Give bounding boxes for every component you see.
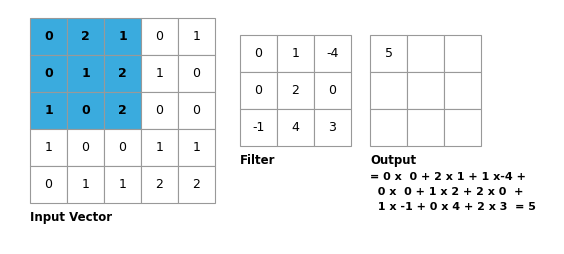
Bar bbox=[67, 129, 104, 166]
Bar bbox=[178, 92, 215, 129]
Bar bbox=[178, 129, 215, 166]
Text: 1: 1 bbox=[118, 178, 126, 191]
Bar bbox=[407, 35, 444, 72]
Text: 0: 0 bbox=[44, 30, 53, 43]
Bar bbox=[104, 129, 141, 166]
Bar bbox=[240, 35, 277, 72]
Bar bbox=[104, 55, 141, 92]
Bar bbox=[141, 166, 178, 203]
Bar bbox=[67, 18, 104, 55]
Text: -4: -4 bbox=[327, 47, 339, 60]
Text: 0: 0 bbox=[118, 141, 126, 154]
Text: 1: 1 bbox=[292, 47, 299, 60]
Text: 1: 1 bbox=[156, 67, 164, 80]
Text: 3: 3 bbox=[329, 121, 337, 134]
Text: = 0 x  0 + 2 x 1 + 1 x-4 +: = 0 x 0 + 2 x 1 + 1 x-4 + bbox=[370, 172, 526, 182]
Text: 0: 0 bbox=[254, 84, 262, 97]
Text: 5: 5 bbox=[385, 47, 393, 60]
Bar bbox=[30, 18, 67, 55]
Bar bbox=[277, 35, 314, 72]
Text: 0 x  0 + 1 x 2 + 2 x 0  +: 0 x 0 + 1 x 2 + 2 x 0 + bbox=[370, 187, 523, 197]
Text: 1: 1 bbox=[156, 141, 164, 154]
Text: 0: 0 bbox=[192, 67, 200, 80]
Text: 2: 2 bbox=[118, 104, 127, 117]
Bar bbox=[141, 129, 178, 166]
Bar bbox=[314, 72, 351, 109]
Bar bbox=[277, 109, 314, 146]
Bar bbox=[444, 109, 481, 146]
Text: 0: 0 bbox=[328, 84, 337, 97]
Bar bbox=[178, 166, 215, 203]
Text: -1: -1 bbox=[252, 121, 265, 134]
Bar bbox=[141, 92, 178, 129]
Bar bbox=[444, 35, 481, 72]
Bar bbox=[67, 55, 104, 92]
Bar bbox=[30, 129, 67, 166]
Bar bbox=[370, 72, 407, 109]
Bar bbox=[314, 109, 351, 146]
Text: 1 x -1 + 0 x 4 + 2 x 3  = 5: 1 x -1 + 0 x 4 + 2 x 3 = 5 bbox=[370, 202, 536, 212]
Text: 0: 0 bbox=[44, 67, 53, 80]
Text: Input Vector: Input Vector bbox=[30, 211, 112, 224]
Text: 2: 2 bbox=[192, 178, 200, 191]
Text: 1: 1 bbox=[81, 67, 90, 80]
Text: 2: 2 bbox=[292, 84, 299, 97]
Bar bbox=[104, 18, 141, 55]
Bar bbox=[30, 92, 67, 129]
Text: 4: 4 bbox=[292, 121, 299, 134]
Text: 1: 1 bbox=[192, 30, 200, 43]
Bar bbox=[104, 166, 141, 203]
Bar bbox=[67, 166, 104, 203]
Bar bbox=[370, 109, 407, 146]
Bar bbox=[178, 18, 215, 55]
Text: 1: 1 bbox=[82, 178, 90, 191]
Text: 1: 1 bbox=[44, 104, 53, 117]
Text: 2: 2 bbox=[118, 67, 127, 80]
Bar bbox=[407, 109, 444, 146]
Text: 0: 0 bbox=[82, 141, 90, 154]
Text: 0: 0 bbox=[45, 178, 52, 191]
Text: 0: 0 bbox=[156, 104, 164, 117]
Text: Output: Output bbox=[370, 154, 416, 167]
Bar bbox=[30, 55, 67, 92]
Bar bbox=[370, 35, 407, 72]
Text: 1: 1 bbox=[192, 141, 200, 154]
Bar bbox=[314, 35, 351, 72]
Bar bbox=[104, 92, 141, 129]
Bar bbox=[30, 166, 67, 203]
Text: 2: 2 bbox=[156, 178, 164, 191]
Bar bbox=[444, 72, 481, 109]
Text: Filter: Filter bbox=[240, 154, 275, 167]
Bar bbox=[141, 55, 178, 92]
Bar bbox=[178, 55, 215, 92]
Bar bbox=[277, 72, 314, 109]
Text: 0: 0 bbox=[192, 104, 200, 117]
Text: 0: 0 bbox=[254, 47, 262, 60]
Bar bbox=[240, 109, 277, 146]
Bar bbox=[240, 72, 277, 109]
Text: 0: 0 bbox=[81, 104, 90, 117]
Bar bbox=[407, 72, 444, 109]
Text: 2: 2 bbox=[81, 30, 90, 43]
Text: 0: 0 bbox=[156, 30, 164, 43]
Bar bbox=[67, 92, 104, 129]
Bar bbox=[141, 18, 178, 55]
Text: 1: 1 bbox=[118, 30, 127, 43]
Text: 1: 1 bbox=[45, 141, 52, 154]
